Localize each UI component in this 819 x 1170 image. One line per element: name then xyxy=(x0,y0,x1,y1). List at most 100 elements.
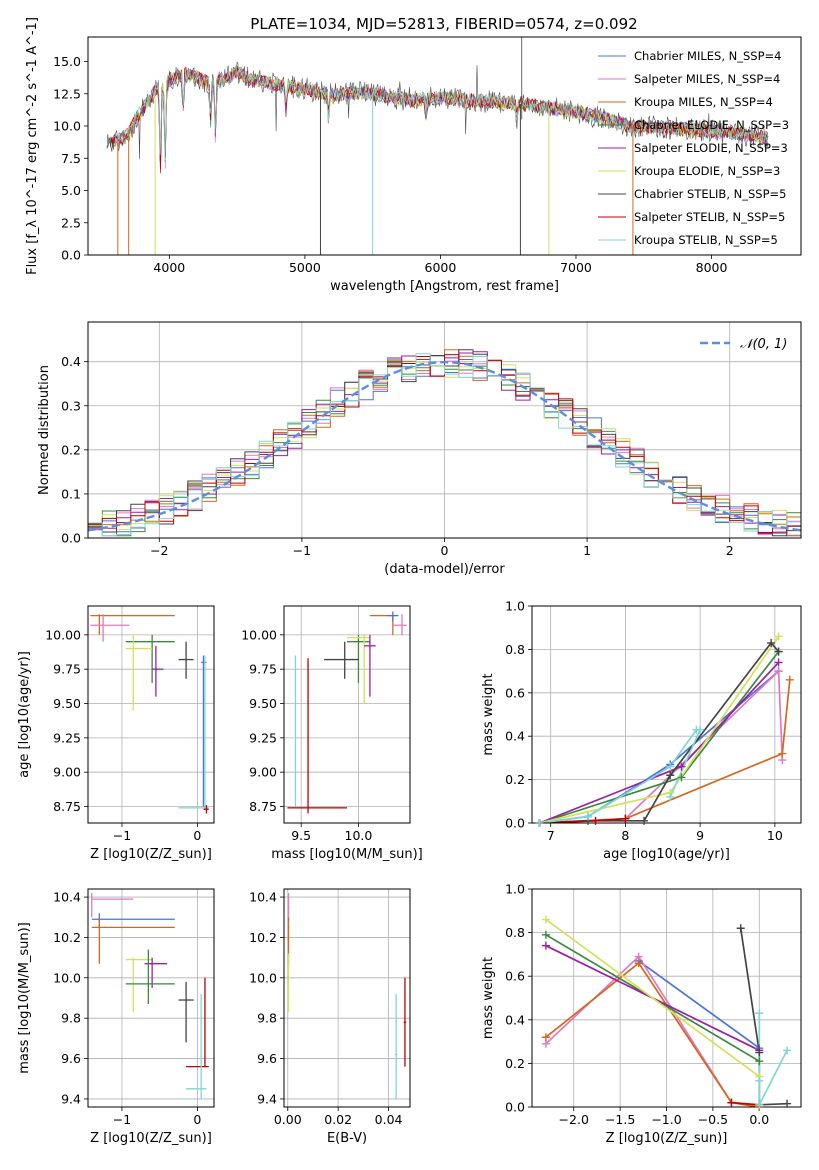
y-axis-label: age [log10(age/yr)] xyxy=(17,651,32,778)
weight-line xyxy=(731,1101,760,1106)
x-tick-label: 10 xyxy=(767,828,783,843)
panel-mass_vs_ebv: 0.00 0.02 0.04 9.4 9.6 9.8 10.0 10.2 10.4 E(B-V) xyxy=(249,888,411,1146)
y-tick-label: 0.8 xyxy=(505,925,525,940)
weight-marker xyxy=(783,1046,792,1055)
x-tick-label: 0.04 xyxy=(375,1112,403,1127)
y-tick-label: 0.0 xyxy=(61,531,81,546)
y-tick-label: 9.6 xyxy=(61,1051,81,1066)
y-tick-label: 10.0 xyxy=(53,119,81,134)
weight-line xyxy=(539,679,791,823)
weight-marker xyxy=(755,1076,764,1085)
y-tick-label: 10.4 xyxy=(249,890,277,905)
y-tick-label: 10.2 xyxy=(249,930,277,945)
weight-marker xyxy=(584,812,593,821)
spectrum-line xyxy=(110,66,769,170)
x-tick-label: 10.0 xyxy=(345,828,373,843)
legend: Chabrier MILES, N_SSP=4 Salpeter MILES, N… xyxy=(598,49,789,247)
y-tick-label: 0.8 xyxy=(505,642,525,657)
x-axis-label: Z [log10(Z/Z_sun)] xyxy=(606,1131,728,1146)
y-tick-label: 0.4 xyxy=(61,354,81,369)
plot-area xyxy=(91,893,209,1099)
x-axis-label: Z [log10(Z/Z_sun)] xyxy=(90,1131,212,1146)
x-tick-label: 8000 xyxy=(696,260,728,275)
weight-marker xyxy=(736,924,745,933)
weight-marker xyxy=(640,816,649,825)
weight-marker xyxy=(677,762,686,771)
legend: 𝒩(0, 1) xyxy=(700,337,787,352)
weight-marker xyxy=(778,749,787,758)
x-axis-label: Z [log10(Z/Z_sun)] xyxy=(90,847,212,862)
panel-mass_weight_vs_Z: −2.0 −1.5 −1.0 −0.5 0.0 0.0 0.2 0.4 0.6 0.8 1.0 Z [… xyxy=(481,882,802,1146)
x-tick-label: −2.0 xyxy=(559,1112,589,1127)
weight-line xyxy=(539,728,702,823)
weight-marker xyxy=(755,1009,764,1018)
y-tick-label: 0.2 xyxy=(61,442,81,457)
y-axis-label: mass weight xyxy=(481,957,496,1039)
y-tick-label: 9.8 xyxy=(257,1011,277,1026)
y-tick-label: 9.25 xyxy=(249,730,277,745)
y-tick-label: 0.4 xyxy=(505,1012,525,1027)
x-tick-label: 2 xyxy=(726,543,734,558)
weight-marker xyxy=(541,941,550,950)
y-tick-label: 0.0 xyxy=(61,248,81,263)
weight-marker xyxy=(541,915,550,924)
x-tick-label: −1 xyxy=(113,1112,131,1127)
weight-marker xyxy=(785,675,794,684)
x-tick-label: 7000 xyxy=(560,260,592,275)
weight-marker xyxy=(755,1048,764,1057)
panel-spectrum: 4000 5000 6000 7000 8000 0.0 2.5 5.0 7.5 10.0 12.5… xyxy=(25,17,802,294)
x-tick-label: 9.5 xyxy=(291,828,311,843)
x-axis-label: (data-model)/error xyxy=(384,562,505,577)
weight-marker xyxy=(727,1098,736,1107)
y-tick-label: 1.0 xyxy=(505,882,525,897)
y-tick-label: 0.6 xyxy=(505,685,525,700)
weight-marker xyxy=(774,632,783,641)
legend-label: 𝒩(0, 1) xyxy=(740,337,787,352)
axes-frame xyxy=(283,605,411,824)
y-tick-label: 0.2 xyxy=(505,1056,525,1071)
axes-frame xyxy=(531,605,802,824)
panel-age_vs_mass: 9.5 10.0 8.75 9.00 9.25 9.50 9.75 10.00 mass [lo… xyxy=(241,605,423,862)
y-tick-label: 9.50 xyxy=(249,696,277,711)
axes-frame xyxy=(87,888,215,1108)
x-tick-label: 8 xyxy=(621,828,629,843)
x-tick-label: 9 xyxy=(696,828,704,843)
panel-residuals: −2 −1 0 1 2 0.0 0.1 0.2 0.3 0.4 (data-model)/error… xyxy=(37,321,802,577)
axes-frame xyxy=(87,36,802,256)
weight-marker xyxy=(666,792,675,801)
spectrum-line xyxy=(113,65,769,159)
y-tick-label: 9.4 xyxy=(257,1091,277,1106)
weight-line xyxy=(638,960,760,1049)
x-tick-label: 5000 xyxy=(289,260,321,275)
y-tick-label: 15.0 xyxy=(53,54,81,69)
panel-mass_weight_vs_age: 7 8 9 10 0.0 0.2 0.4 0.6 0.8 1.0 age [log10(age/yr… xyxy=(481,599,802,862)
x-tick-label: 7 xyxy=(547,828,555,843)
y-tick-label: 9.4 xyxy=(61,1091,81,1106)
weight-line xyxy=(545,961,760,1107)
y-tick-label: 9.00 xyxy=(53,765,81,780)
weight-line xyxy=(758,1013,788,1106)
weight-line xyxy=(539,641,780,823)
weight-marker xyxy=(621,814,630,823)
y-tick-label: 0.6 xyxy=(505,969,525,984)
weight-line xyxy=(539,651,780,823)
y-tick-label: 0.0 xyxy=(505,816,525,831)
weight-marker xyxy=(774,647,783,656)
x-axis-label: wavelength [Angstrom, rest frame] xyxy=(330,279,559,294)
weight-marker xyxy=(591,816,600,825)
plot-area xyxy=(287,611,407,814)
x-tick-label: 0 xyxy=(441,543,449,558)
x-tick-label: −1 xyxy=(113,828,131,843)
y-tick-label: 0.0 xyxy=(505,1100,525,1115)
x-tick-label: 0 xyxy=(193,1112,201,1127)
y-tick-label: 10.0 xyxy=(249,970,277,985)
y-tick-label: 9.6 xyxy=(257,1051,277,1066)
panel-mass_vs_Z: −1 0 9.4 9.6 9.8 10.0 10.2 10.4 Z [log10(Z/Z_sun… xyxy=(17,888,215,1146)
x-tick-label: 0 xyxy=(193,828,201,843)
y-axis-label: Flux [f_λ 10^-17 erg cm^-2 s^-1 A^-1] xyxy=(25,17,40,275)
weight-marker xyxy=(774,667,783,676)
axes-frame xyxy=(87,605,215,824)
y-tick-label: 0.2 xyxy=(505,772,525,787)
weight-line xyxy=(539,661,780,823)
y-tick-label: 9.25 xyxy=(53,730,81,745)
